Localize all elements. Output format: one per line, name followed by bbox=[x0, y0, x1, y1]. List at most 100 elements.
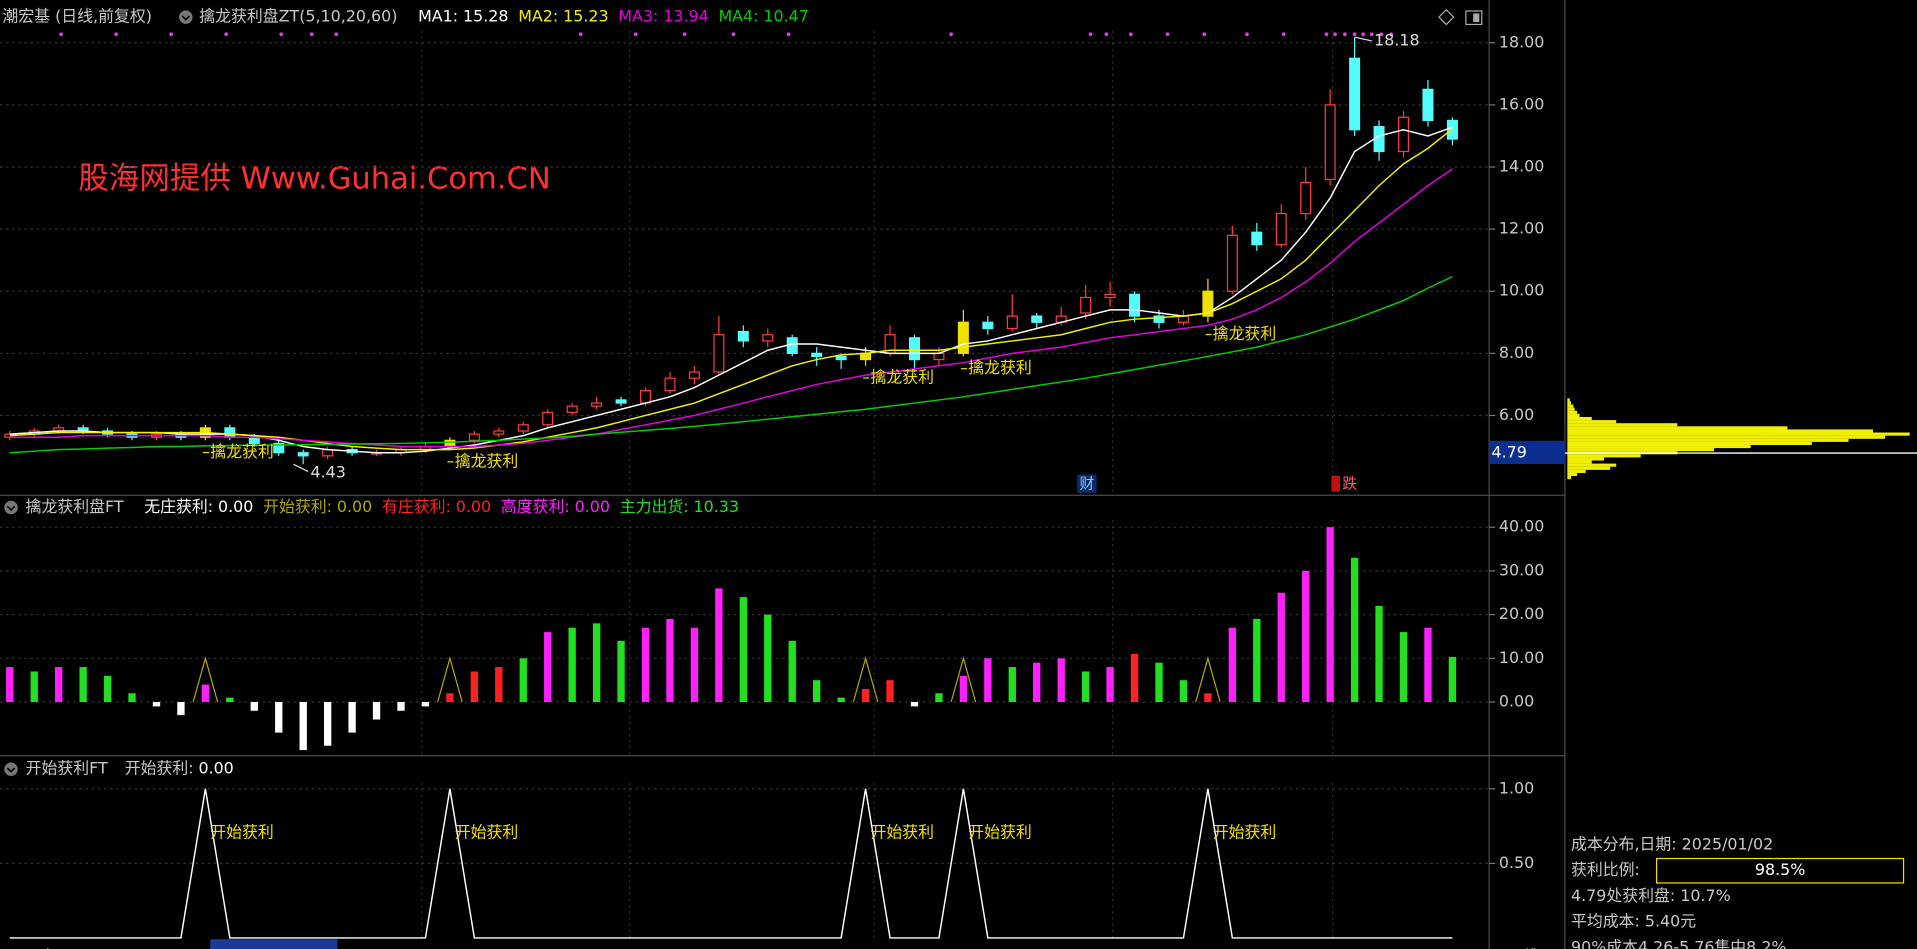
signal-dot bbox=[1245, 32, 1249, 37]
signal-dot bbox=[1379, 32, 1384, 37]
cost-line: 90%成本4.26-5.76集中8.2% bbox=[1571, 937, 1787, 949]
bar bbox=[1081, 671, 1090, 703]
signal-dot bbox=[578, 32, 583, 37]
chip-bar bbox=[1567, 457, 1605, 461]
bar bbox=[446, 693, 454, 703]
period-label: 日线 bbox=[1509, 947, 1539, 949]
bar bbox=[544, 632, 552, 703]
x-tick-label: 6 bbox=[1333, 947, 1342, 949]
candle-body bbox=[444, 439, 456, 448]
candle-body bbox=[737, 330, 749, 342]
y-tick-label: 30.00 bbox=[1499, 560, 1544, 579]
diamond-icon[interactable] bbox=[1438, 8, 1455, 26]
y-tick-label: 10.00 bbox=[1499, 648, 1544, 667]
bar bbox=[495, 667, 503, 703]
bar bbox=[1228, 627, 1237, 703]
signal-dot bbox=[1088, 32, 1093, 37]
candle-body bbox=[762, 334, 774, 342]
collapse-icon[interactable] bbox=[179, 10, 193, 24]
collapse-icon[interactable] bbox=[4, 500, 18, 515]
candle-body bbox=[1422, 88, 1434, 122]
candle-body bbox=[542, 411, 554, 426]
line bbox=[9, 788, 1453, 939]
bar bbox=[837, 697, 845, 703]
signal-triangle bbox=[1195, 656, 1221, 703]
bar bbox=[1057, 658, 1065, 703]
legend-label: MA4: bbox=[719, 7, 759, 26]
signal-label: 擒龙获利 bbox=[210, 442, 274, 461]
window-icon[interactable] bbox=[1465, 10, 1483, 26]
bar bbox=[421, 702, 430, 707]
candle-body bbox=[468, 433, 480, 441]
bar bbox=[201, 684, 210, 703]
candle-body bbox=[297, 452, 309, 457]
low-label: 4.43 bbox=[311, 462, 346, 481]
candle-body bbox=[1300, 181, 1312, 215]
price-tag bbox=[1489, 440, 1565, 465]
legend-label: 开始获利: bbox=[263, 497, 332, 516]
legend-label: MA3: bbox=[618, 7, 658, 26]
bar bbox=[177, 702, 185, 716]
signal-dot bbox=[1202, 32, 1207, 37]
chip-bar bbox=[1567, 401, 1572, 405]
signal-dot bbox=[1343, 32, 1347, 37]
legend-value: 0.00 bbox=[198, 759, 233, 778]
bar bbox=[861, 688, 870, 703]
bar bbox=[1179, 680, 1188, 703]
signal-dot bbox=[224, 32, 229, 37]
x-tick-label: 2025/01/02/四 bbox=[214, 947, 318, 949]
bar bbox=[666, 618, 674, 703]
signal-dot bbox=[633, 32, 638, 37]
bar bbox=[1130, 653, 1139, 703]
chip-bar bbox=[1567, 407, 1575, 411]
candle-body bbox=[1373, 126, 1385, 153]
signal-dot bbox=[1324, 32, 1329, 37]
x-tick-label: 2024年 bbox=[6, 947, 58, 949]
candle-body bbox=[493, 430, 505, 435]
collapse-icon[interactable] bbox=[4, 762, 18, 776]
legend-value: 10.33 bbox=[694, 497, 739, 516]
bar bbox=[1326, 527, 1334, 703]
chip-bar bbox=[1567, 444, 1751, 449]
candle-body bbox=[1153, 315, 1165, 323]
candle-body bbox=[835, 355, 847, 361]
event-label: 财 bbox=[1080, 475, 1095, 492]
window-icon-inner bbox=[1473, 13, 1480, 23]
signal-dot bbox=[334, 32, 339, 37]
bar bbox=[641, 627, 650, 703]
signal-dot bbox=[1369, 32, 1374, 37]
signal-dot bbox=[731, 32, 736, 37]
bar bbox=[55, 667, 63, 703]
candle-body bbox=[811, 352, 823, 358]
bar bbox=[226, 697, 234, 703]
signal-label: 开始获利 bbox=[968, 822, 1032, 841]
cost-title: 成本分布,日期: 2025/01/02 bbox=[1571, 835, 1773, 854]
cost-ratio-value: 98.5% bbox=[1755, 860, 1805, 879]
candle-body bbox=[982, 321, 994, 330]
legend-value: 13.94 bbox=[663, 7, 708, 26]
signal-dot bbox=[1333, 32, 1337, 37]
signal-label: 擒龙获利 bbox=[968, 358, 1032, 377]
chip-bar bbox=[1567, 429, 1873, 433]
bar bbox=[397, 702, 405, 711]
candle-body bbox=[957, 321, 969, 354]
candle-body bbox=[1202, 290, 1214, 317]
legend-label: MA1: bbox=[418, 7, 458, 26]
panel-title: 开始获利FT bbox=[26, 759, 108, 778]
y-tick-label: 16.00 bbox=[1499, 94, 1544, 113]
y-tick-label: 20.00 bbox=[1499, 604, 1544, 623]
signal-label: 开始获利 bbox=[210, 822, 274, 841]
chip-bar bbox=[1567, 426, 1788, 430]
bar bbox=[568, 627, 576, 703]
signal-dot bbox=[1361, 32, 1366, 37]
chip-bar bbox=[1567, 404, 1574, 408]
price-tag-label: 4.79 bbox=[1492, 443, 1527, 462]
candle-body bbox=[1104, 293, 1116, 299]
y-tick-label: 10.00 bbox=[1499, 281, 1544, 300]
cost-line: 平均成本: 5.40元 bbox=[1571, 912, 1696, 931]
event-label: 跌 bbox=[1342, 475, 1357, 492]
signal-triangle bbox=[192, 656, 219, 703]
chip-bar bbox=[1567, 423, 1678, 427]
legend-label: 开始获利: bbox=[125, 759, 194, 778]
